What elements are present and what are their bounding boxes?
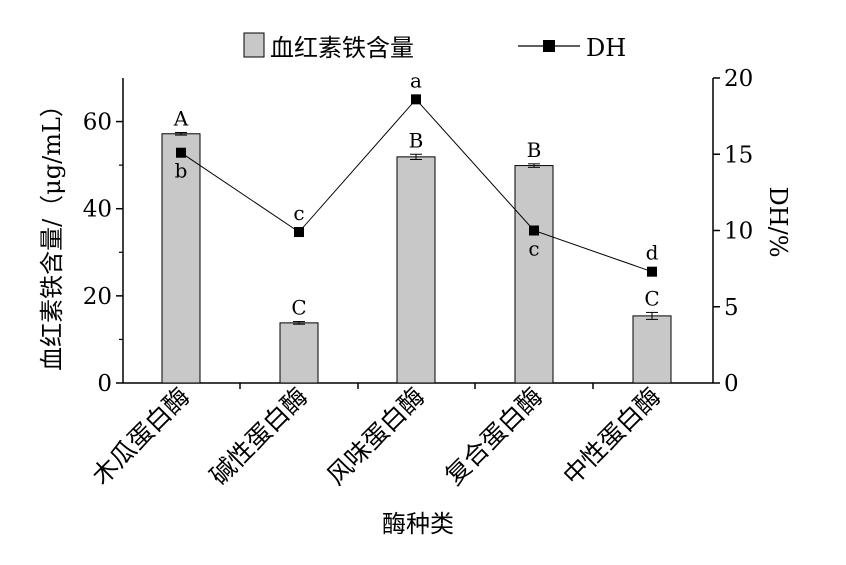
x-axis-label: 酶种类 xyxy=(382,510,454,538)
bar-significance-label: B xyxy=(409,128,424,152)
right-tick-label: 15 xyxy=(724,142,753,168)
right-tick-label: 5 xyxy=(724,295,739,321)
left-tick-label: 0 xyxy=(97,371,112,397)
bar xyxy=(161,133,201,384)
bar-significance-label: C xyxy=(291,296,306,320)
category-labels: 木瓜蛋白酶 碱性蛋白酶 风味蛋白酶 复合蛋白酶 中性蛋白酶 xyxy=(86,382,666,491)
bar-significance-label: A xyxy=(173,106,189,130)
category-label: 中性蛋白酶 xyxy=(557,382,666,491)
bar xyxy=(396,156,436,384)
legend-bar-label: 血红素铁含量 xyxy=(270,34,414,62)
legend-line-marker xyxy=(543,40,555,52)
left-tick-label: 60 xyxy=(83,110,112,136)
dh-significance-label: b xyxy=(175,159,188,183)
category-label: 风味蛋白酶 xyxy=(321,382,430,491)
category-label: 复合蛋白酶 xyxy=(439,382,548,491)
dh-significance-label: c xyxy=(293,201,304,225)
bar-significance-label: C xyxy=(644,286,659,310)
right-tick-label: 10 xyxy=(724,219,753,245)
dh-point xyxy=(529,225,539,236)
dh-point xyxy=(176,147,186,158)
right-tick-label: 0 xyxy=(724,371,739,397)
y-left-label: 血红素铁含量/（μg/mL） xyxy=(38,93,66,371)
dh-point xyxy=(647,266,657,277)
dh-point xyxy=(411,94,421,105)
category-label: 碱性蛋白酶 xyxy=(204,382,313,491)
y-right-label: DH/% xyxy=(764,186,792,257)
bar-significance-label: B xyxy=(527,138,542,162)
dh-significance-label: a xyxy=(410,68,422,92)
legend-line-label: DH xyxy=(586,34,626,62)
bar xyxy=(514,165,554,384)
bar xyxy=(632,315,672,384)
dh-significance-label: d xyxy=(646,241,659,265)
legend: 血红素铁含量 DH xyxy=(243,32,626,62)
dh-point xyxy=(294,227,304,238)
right-tick-label: 20 xyxy=(724,66,753,92)
right-ticks: 0 5 10 15 20 xyxy=(713,66,753,397)
bar xyxy=(279,322,319,384)
legend-bar-swatch xyxy=(243,32,265,58)
left-tick-label: 40 xyxy=(83,197,112,223)
dh-line: b c a c d xyxy=(175,68,659,277)
left-ticks: 0 20 40 60 xyxy=(83,110,123,397)
category-label: 木瓜蛋白酶 xyxy=(86,382,195,491)
dh-significance-label: c xyxy=(528,237,539,261)
bars: A C B B C xyxy=(161,106,672,384)
left-tick-label: 20 xyxy=(83,284,112,310)
